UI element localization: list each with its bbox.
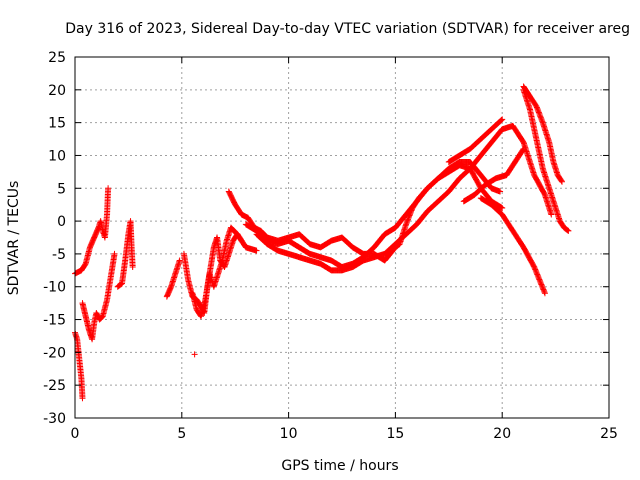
- data-point: [531, 265, 538, 272]
- data-point: [79, 395, 86, 402]
- data-point: [565, 227, 572, 234]
- data-point: [498, 117, 505, 124]
- data-point: [253, 247, 260, 254]
- series-t13: [445, 116, 506, 166]
- x-axis-label: GPS time / hours: [281, 458, 398, 474]
- data-point: [558, 177, 565, 184]
- series-t6: [180, 231, 245, 316]
- data-point: [541, 289, 548, 296]
- y-tick-label: -25: [43, 378, 66, 394]
- data-point: [539, 284, 546, 291]
- data-point: [191, 351, 198, 358]
- data-point: [535, 274, 542, 281]
- series-t16: [520, 86, 572, 234]
- axes: 0 5 10 15 20 25 -30 -25 -20 -15 -10 -5 0 5 10 15 20 25: [43, 50, 618, 442]
- y-tick-label: -5: [52, 247, 66, 263]
- y-tick-label: 15: [48, 116, 66, 132]
- series-t2: [72, 329, 86, 402]
- data-point: [532, 266, 539, 273]
- data-point: [536, 277, 543, 284]
- series-t1: [72, 185, 112, 277]
- y-tick-label: 0: [57, 214, 66, 230]
- y-tick-label: -10: [43, 280, 66, 296]
- series-t7: [189, 224, 260, 320]
- data-point: [176, 257, 183, 264]
- series-t11: [253, 122, 555, 274]
- data-point: [105, 185, 112, 192]
- y-tick-label: -20: [43, 345, 66, 361]
- data-point: [532, 267, 539, 274]
- data-point: [563, 226, 570, 233]
- y-tick-label: 10: [48, 148, 66, 164]
- series-t5: [163, 257, 183, 300]
- y-tick-label: 25: [48, 50, 66, 66]
- chart-title: Day 316 of 2023, Sidereal Day-to-day VTE…: [65, 21, 630, 37]
- y-axis-label: SDTVAR / TECUs: [6, 181, 22, 296]
- data-point: [533, 269, 540, 276]
- data-point: [499, 116, 506, 123]
- data-point: [538, 282, 545, 289]
- x-tick-label: 0: [71, 426, 80, 442]
- data-point: [564, 227, 571, 234]
- y-tick-label: -15: [43, 313, 66, 329]
- data-point: [548, 211, 555, 218]
- data-point: [533, 270, 540, 277]
- x-tick-label: 5: [177, 426, 186, 442]
- data-point: [519, 146, 526, 153]
- x-tick-label: 20: [493, 426, 511, 442]
- series-t12: [460, 145, 527, 205]
- plot-frame: [74, 56, 610, 419]
- y-tick-label: 5: [57, 181, 66, 197]
- data-point: [541, 290, 548, 297]
- data-point: [129, 264, 136, 271]
- data-point: [111, 250, 118, 257]
- data-point: [534, 271, 541, 278]
- data-point: [539, 285, 546, 292]
- data-point: [520, 145, 527, 152]
- series-t3: [79, 250, 118, 343]
- data-points: [72, 83, 572, 402]
- data-point: [540, 286, 547, 293]
- data-point: [499, 204, 506, 211]
- grid-lines: [75, 57, 609, 418]
- data-point: [497, 188, 504, 195]
- data-point: [537, 280, 544, 287]
- series-t14: [477, 195, 548, 297]
- series-t15: [520, 83, 566, 185]
- y-tick-label: -30: [43, 411, 66, 427]
- x-tick-label: 15: [386, 426, 404, 442]
- series-t8: [191, 351, 198, 358]
- data-point: [534, 272, 541, 279]
- y-tick-label: 20: [48, 83, 66, 99]
- data-point: [540, 287, 547, 294]
- series-t4: [114, 218, 136, 290]
- data-point: [537, 279, 544, 286]
- x-tick-label: 10: [280, 426, 298, 442]
- data-point: [559, 178, 566, 185]
- data-point: [531, 264, 538, 271]
- x-tick-label: 25: [600, 426, 618, 442]
- data-point: [535, 275, 542, 282]
- data-point: [538, 281, 545, 288]
